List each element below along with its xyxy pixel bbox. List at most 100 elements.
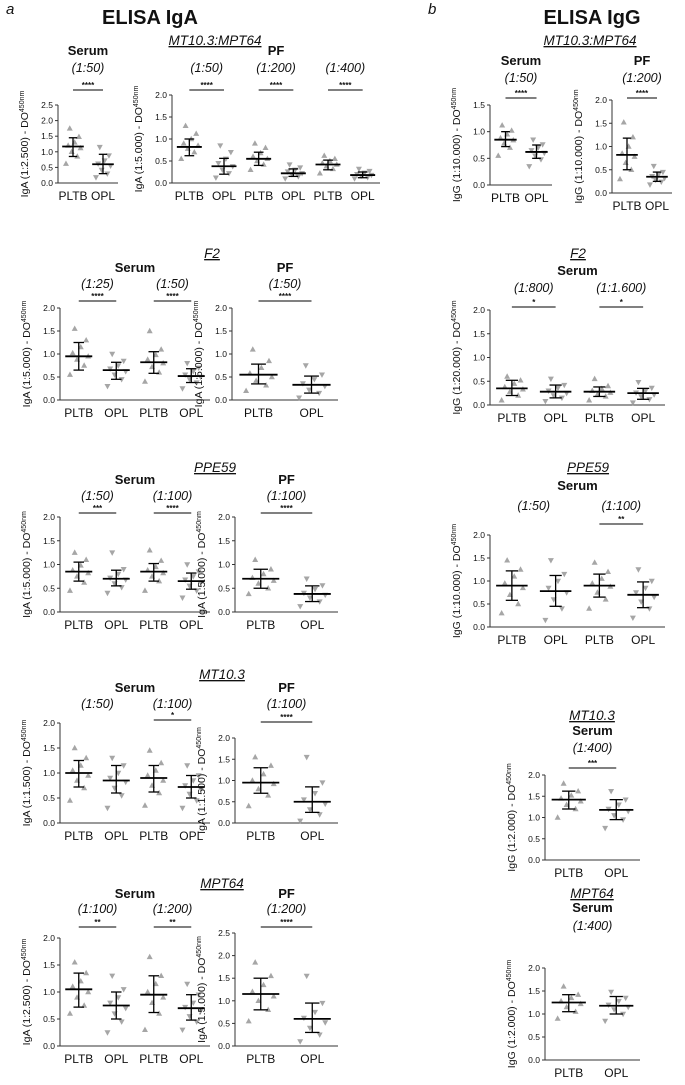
data-point <box>158 557 165 563</box>
data-point <box>74 153 81 159</box>
y-tick-label: 2.0 <box>43 933 55 943</box>
significance-label: **** <box>279 292 292 301</box>
y-axis-label-sup: 450nm <box>451 88 458 110</box>
y-tick-label: 2.0 <box>528 770 540 780</box>
data-point <box>616 175 623 182</box>
data-point <box>302 363 309 369</box>
x-tick-label: OPL <box>179 829 203 843</box>
data-point <box>141 587 148 593</box>
data-point <box>69 349 76 356</box>
dilution-label: (1:100) <box>601 499 641 513</box>
data-point <box>107 1000 114 1006</box>
data-point <box>282 176 289 182</box>
data-point <box>245 1017 252 1024</box>
y-axis-label: IgA (1:5.000) - DO450nm <box>193 301 205 408</box>
y-tick-label: 0.5 <box>43 583 55 593</box>
data-point <box>554 578 561 585</box>
data-point <box>179 386 186 392</box>
panel-title: Serum <box>115 472 155 487</box>
dilution-label: (1:200) <box>622 71 662 85</box>
x-tick-label: PLTB <box>244 406 273 420</box>
dilution-label: (1:50) <box>517 499 550 513</box>
data-point <box>195 773 202 779</box>
data-point <box>319 780 326 786</box>
data-point <box>195 569 202 575</box>
x-tick-label: OPL <box>631 633 655 647</box>
data-point <box>249 346 256 352</box>
x-tick-label: OPL <box>544 411 568 425</box>
data-point <box>646 182 653 188</box>
significance-label: * <box>532 298 536 307</box>
data-point <box>303 576 310 582</box>
y-tick-label: 1.5 <box>43 960 55 970</box>
data-point <box>568 792 575 798</box>
data-point <box>506 144 513 150</box>
data-point <box>66 587 73 593</box>
y-tick-label: 1.5 <box>218 754 230 764</box>
x-tick-label: OPL <box>300 618 324 632</box>
x-tick-label: OPL <box>300 1052 324 1066</box>
data-point <box>212 175 219 181</box>
y-tick-label: 0.0 <box>595 188 607 198</box>
data-point <box>561 382 568 389</box>
x-tick-label: OPL <box>645 199 669 213</box>
dilution-label: (1:400) <box>326 61 366 75</box>
significance-label: ** <box>618 515 625 524</box>
data-point <box>591 375 598 382</box>
y-axis-label-text: IgG (1:10.000) - DO <box>573 111 585 204</box>
y-axis-label: IgA (1:5.000) - DO450nm <box>196 511 208 618</box>
data-point <box>182 122 189 128</box>
data-point <box>297 165 304 171</box>
data-point <box>651 594 658 601</box>
data-point <box>366 168 373 175</box>
x-tick-label: OPL <box>179 1052 203 1066</box>
y-tick-label: 2.0 <box>215 303 227 313</box>
y-tick-label: 0.0 <box>218 607 230 617</box>
x-tick-label: PLTB <box>497 411 526 425</box>
data-point <box>141 802 148 808</box>
data-point <box>179 805 186 812</box>
x-tick-label: OPL <box>544 633 568 647</box>
significance-label: **** <box>82 81 95 90</box>
y-tick-label: 0.0 <box>43 395 55 405</box>
dilution-label: (1:1.600) <box>596 281 646 295</box>
data-point <box>558 395 565 402</box>
y-axis-label: IgA (1:5.000) - DO450nm <box>21 511 33 618</box>
significance-label: **** <box>200 81 213 90</box>
data-point <box>195 992 202 998</box>
data-point <box>253 377 260 383</box>
y-tick-label: 0.5 <box>473 153 485 163</box>
x-tick-label: OPL <box>91 189 115 203</box>
y-axis-label-sup: 450nm <box>196 511 203 533</box>
dilution-label: (1:50) <box>72 61 105 75</box>
data-point <box>355 166 362 173</box>
data-point <box>178 155 185 161</box>
y-tick-label: 1.0 <box>528 1009 540 1019</box>
y-tick-label: 2.5 <box>41 100 53 110</box>
data-point <box>197 1008 204 1015</box>
y-axis-label-sup: 450nm <box>21 720 28 742</box>
data-point <box>270 993 277 999</box>
x-tick-label: OPL <box>351 189 375 203</box>
data-point <box>158 346 165 352</box>
x-tick-label: PLTB <box>497 633 526 647</box>
data-point <box>316 390 323 397</box>
data-point <box>85 988 92 995</box>
data-point <box>191 149 198 155</box>
data-point <box>68 148 75 154</box>
data-point <box>75 133 82 140</box>
y-axis-label-text: IgG (1:20.000) - DO <box>451 322 463 415</box>
panel-title: Serum <box>115 886 155 901</box>
data-point <box>81 1002 88 1008</box>
data-point <box>267 566 274 572</box>
dilution-label: (1:50) <box>156 277 189 291</box>
y-tick-label: 1.5 <box>528 986 540 996</box>
data-point <box>508 127 515 133</box>
antigen-header: PPE59 <box>567 460 610 475</box>
y-tick-label: 1.5 <box>218 973 230 983</box>
data-point <box>577 798 584 804</box>
data-point <box>306 1025 313 1032</box>
data-point <box>104 1030 111 1036</box>
dilution-label: (1:800) <box>514 281 554 295</box>
x-tick-label: PLTB <box>139 406 168 420</box>
